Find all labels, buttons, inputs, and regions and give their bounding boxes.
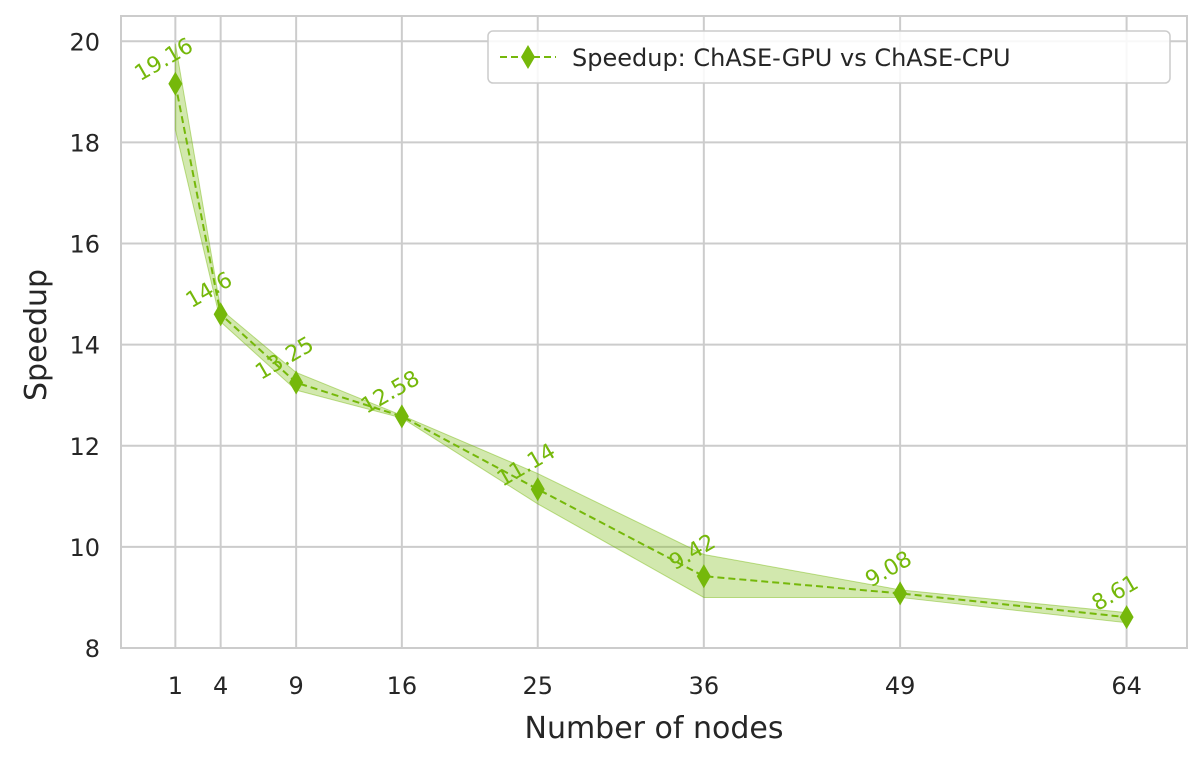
legend-marker-diamond xyxy=(521,45,535,69)
legend-box xyxy=(487,30,1171,84)
data-point-9 xyxy=(289,370,304,395)
data-point-49 xyxy=(893,581,908,606)
x-tick-labels: 1 4 9 16 25 36 49 64 xyxy=(168,672,1142,700)
y-tick-label-16: 16 xyxy=(69,231,100,259)
x-tick-label-64: 64 xyxy=(1111,672,1142,700)
data-point-4 xyxy=(213,302,228,327)
x-tick-label-36: 36 xyxy=(689,672,720,700)
x-tick-label-1: 1 xyxy=(168,672,183,700)
y-axis-label: Speedup xyxy=(19,269,54,401)
marker-group xyxy=(168,71,1134,630)
data-point-16 xyxy=(394,404,409,429)
x-tick-label-16: 16 xyxy=(387,672,418,700)
legend: Speedup: ChASE-GPU vs ChASE-CPU xyxy=(487,30,1171,84)
y-tick-label-10: 10 xyxy=(69,534,100,562)
y-tick-labels: 8 10 12 14 16 18 20 xyxy=(69,28,100,663)
data-point-1 xyxy=(168,71,183,96)
grid-lines xyxy=(121,16,1187,649)
legend-series-name: Speedup: ChASE-GPU vs ChASE-CPU xyxy=(572,44,1011,72)
x-tick-label-9: 9 xyxy=(289,672,304,700)
y-tick-label-20: 20 xyxy=(69,28,100,56)
y-tick-label-18: 18 xyxy=(69,129,100,157)
y-tick-label-12: 12 xyxy=(69,433,100,461)
x-tick-label-49: 49 xyxy=(885,672,916,700)
data-point-64 xyxy=(1119,605,1134,630)
data-point-25 xyxy=(530,477,545,502)
x-tick-label-4: 4 xyxy=(213,672,228,700)
y-tick-label-8: 8 xyxy=(85,635,100,663)
plot-area xyxy=(120,15,1188,649)
y-tick-label-14: 14 xyxy=(69,332,100,360)
x-tick-label-25: 25 xyxy=(522,672,553,700)
x-axis-label: Number of nodes xyxy=(525,711,784,746)
data-point-36 xyxy=(696,564,711,589)
